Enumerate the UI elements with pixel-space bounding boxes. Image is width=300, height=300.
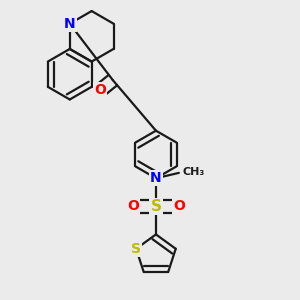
Text: S: S [150, 199, 161, 214]
Text: CH₃: CH₃ [183, 167, 205, 177]
Text: O: O [94, 83, 106, 98]
Text: O: O [127, 200, 139, 214]
Text: O: O [173, 200, 185, 214]
Text: N: N [64, 17, 76, 31]
Text: N: N [150, 171, 162, 185]
Text: S: S [131, 242, 141, 256]
